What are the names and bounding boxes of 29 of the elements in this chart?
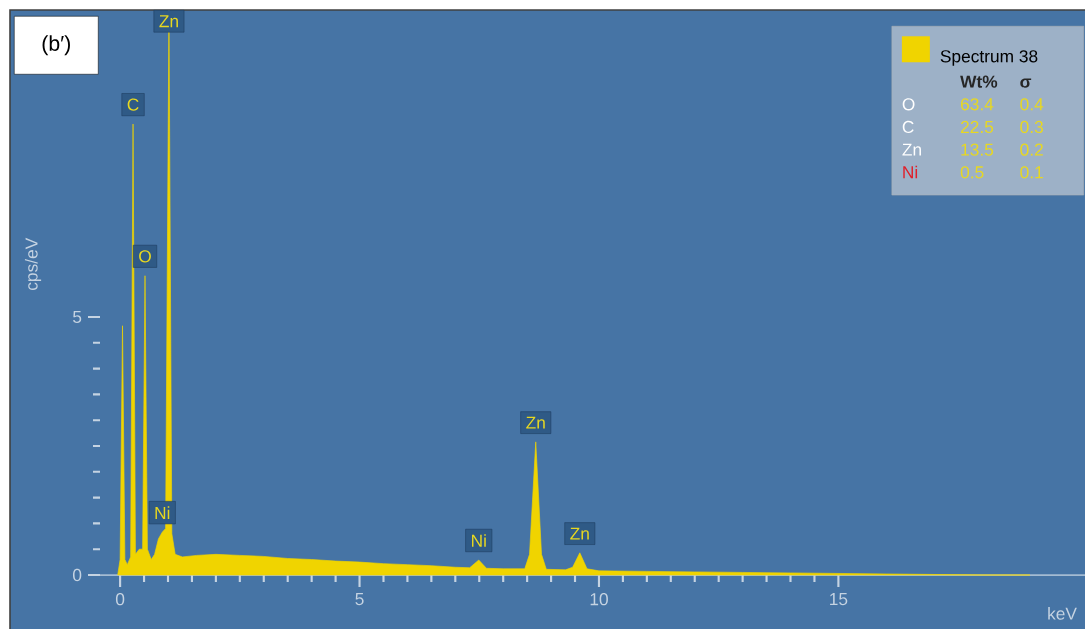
annotation: Wt% [960,75,998,88]
annotation: 0.1 [1020,166,1043,179]
annotation: 0.4 [1020,98,1044,111]
annotation: 0.5 [960,166,984,179]
legend-label: Spectrum 38 [940,50,1038,66]
annotation: O [902,98,915,111]
annotation: Zn [570,527,589,540]
annotation: Ni [472,534,486,547]
annotation: Zn [902,143,921,156]
text: (b′) [42,35,70,56]
annotation: 22.5 [960,120,994,134]
x-tick-label: 15 [830,593,848,606]
annotation: 0.2 [1020,143,1043,156]
x-axis-title: keV [1048,607,1077,620]
annotation: 13.5 [961,143,994,156]
annotation: Zn [159,15,178,28]
annotation: 63.4 [960,98,994,111]
x-tick-label: 5 [355,593,364,606]
y-axis-title: cps/eV [24,237,42,291]
annotation: 0.3 [1020,120,1043,134]
annotation: O [139,250,151,263]
annotation: Ni [155,506,170,519]
annotation: σ [1020,78,1032,88]
annotation: Zn [526,416,545,429]
annotation: C [127,98,139,111]
annotation: Ni [903,165,918,179]
annotation: C [902,120,914,134]
x-tick-label: 10 [590,593,608,606]
x-tick-label: 0 [115,593,125,606]
